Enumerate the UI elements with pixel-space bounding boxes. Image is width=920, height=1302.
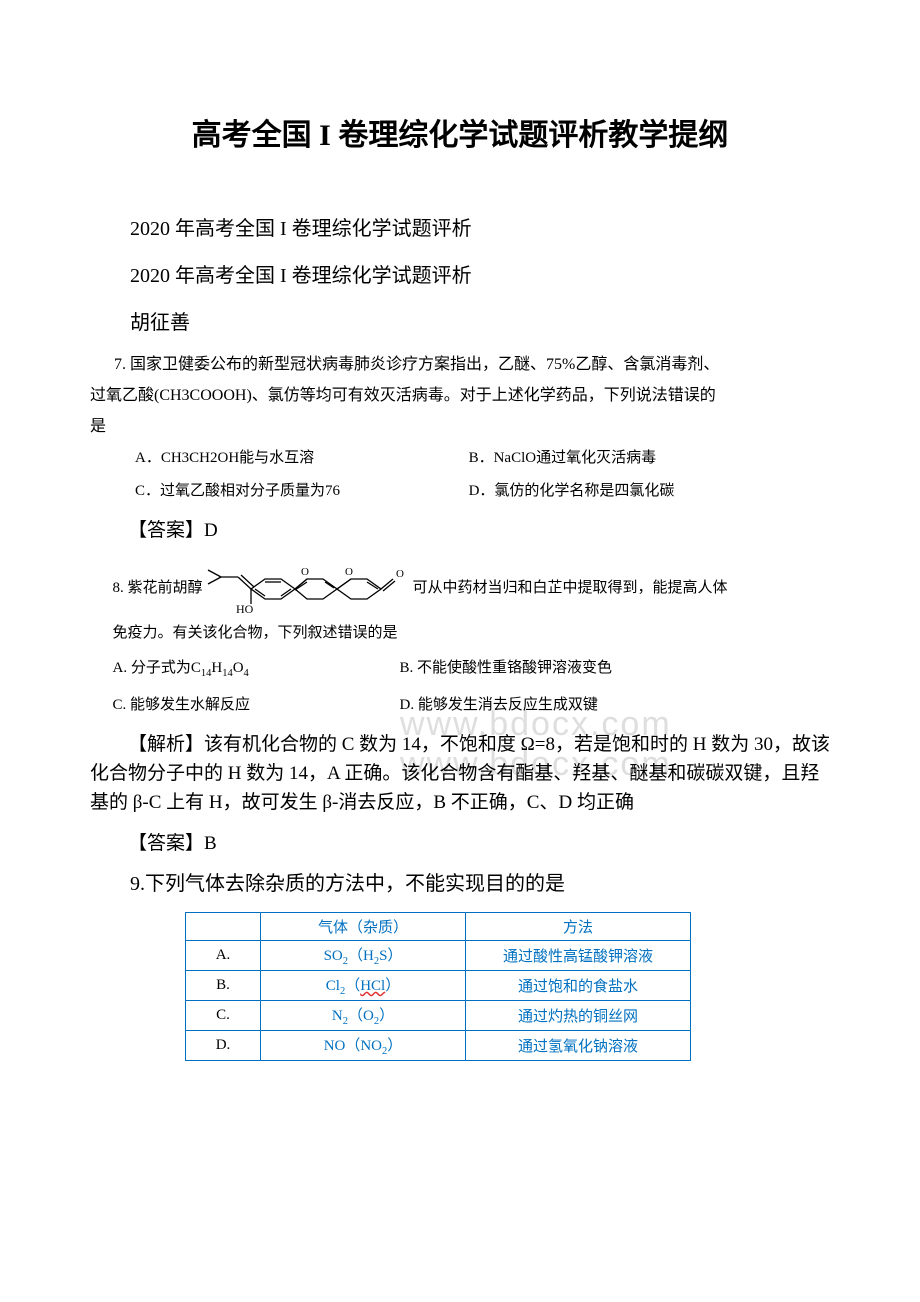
row-gas: NO（NO2） <box>261 1030 466 1060</box>
row-label: C. <box>186 1000 261 1030</box>
q7-line3: 是 <box>90 413 830 440</box>
q7-option-d: D．氯仿的化学名称是四氯化碳 <box>469 478 830 505</box>
subtitle-2: 2020 年高考全国 I 卷理综化学试题评析 <box>90 259 830 288</box>
q8-option-a: A. 分子式为C14H14O4 <box>113 653 400 684</box>
molecule-o-label-2: O <box>345 566 353 578</box>
gas-table: 气体（杂质） 方法 A. SO2（H2S） 通过酸性高锰酸钾溶液 B. Cl2（… <box>185 912 830 1061</box>
row-label: A. <box>186 940 261 970</box>
answer-7: 【答案】D <box>90 515 830 542</box>
table-header-gas: 气体（杂质） <box>261 912 466 940</box>
question-9: 9.下列气体去除杂质的方法中，不能实现目的的是 <box>90 867 830 896</box>
answer-8: 【答案】B <box>90 828 830 855</box>
table-row: C. N2（O2） 通过灼热的铜丝网 <box>186 1000 691 1030</box>
table-header-empty <box>186 912 261 940</box>
molecule-ho-label: HO <box>236 602 254 616</box>
row-label: D. <box>186 1030 261 1060</box>
question-7: 7. 国家卫健委公布的新型冠状病毒肺炎诊疗方案指出，乙醚、75%乙醇、含氯消毒剂… <box>90 351 830 505</box>
table-row: A. SO2（H2S） 通过酸性高锰酸钾溶液 <box>186 940 691 970</box>
q7-option-b: B．NaClO通过氧化灭活病毒 <box>469 445 830 472</box>
q7-line2: 过氧乙酸(CH3COOOH)、氯仿等均可有效灭活病毒。对于上述化学药品，下列说法… <box>90 382 830 409</box>
q8-prefix: 8. 紫花前胡醇 <box>113 576 203 597</box>
row-method: 通过饱和的食盐水 <box>466 970 691 1000</box>
molecule-structure-icon: O O O HO <box>203 554 413 619</box>
molecule-o-label-3: O <box>396 568 404 580</box>
q7-option-c: C．过氧乙酸相对分子质量为76 <box>135 478 469 505</box>
q7-option-a: A．CH3CH2OH能与水互溶 <box>135 445 469 472</box>
row-gas: SO2（H2S） <box>261 940 466 970</box>
q8-option-b: B. 不能使酸性重铬酸钾溶液变色 <box>400 653 831 684</box>
row-method: 通过氢氧化钠溶液 <box>466 1030 691 1060</box>
analysis-8: 【解析】该有机化合物的 C 数为 14，不饱和度 Ω=8，若是饱和时的 H 数为… <box>90 730 830 818</box>
row-gas: N2（O2） <box>261 1000 466 1030</box>
row-gas: Cl2（HCl） <box>261 970 466 1000</box>
row-method: 通过灼热的铜丝网 <box>466 1000 691 1030</box>
row-method: 通过酸性高锰酸钾溶液 <box>466 940 691 970</box>
q8-option-d: D. 能够发生消去反应生成双键 <box>400 690 831 720</box>
q7-line1: 7. 国家卫健委公布的新型冠状病毒肺炎诊疗方案指出，乙醚、75%乙醇、含氯消毒剂… <box>90 351 830 378</box>
question-8: 8. 紫花前胡醇 <box>90 554 830 720</box>
table-row: D. NO（NO2） 通过氢氧化钠溶液 <box>186 1030 691 1060</box>
q8-line2: 免疫力。有关该化合物，下列叙述错误的是 <box>113 621 831 645</box>
row-label: B. <box>186 970 261 1000</box>
table-row: B. Cl2（HCl） 通过饱和的食盐水 <box>186 970 691 1000</box>
q8-option-c: C. 能够发生水解反应 <box>113 690 400 720</box>
molecule-o-label-1: O <box>301 566 309 578</box>
subtitle-1: 2020 年高考全国 I 卷理综化学试题评析 <box>90 212 830 241</box>
q8-suffix: 可从中药材当归和白芷中提取得到，能提高人体 <box>413 576 728 597</box>
table-header-method: 方法 <box>466 912 691 940</box>
page-title: 高考全国 I 卷理综化学试题评析教学提纲 <box>90 110 830 154</box>
author-name: 胡征善 <box>90 306 830 335</box>
